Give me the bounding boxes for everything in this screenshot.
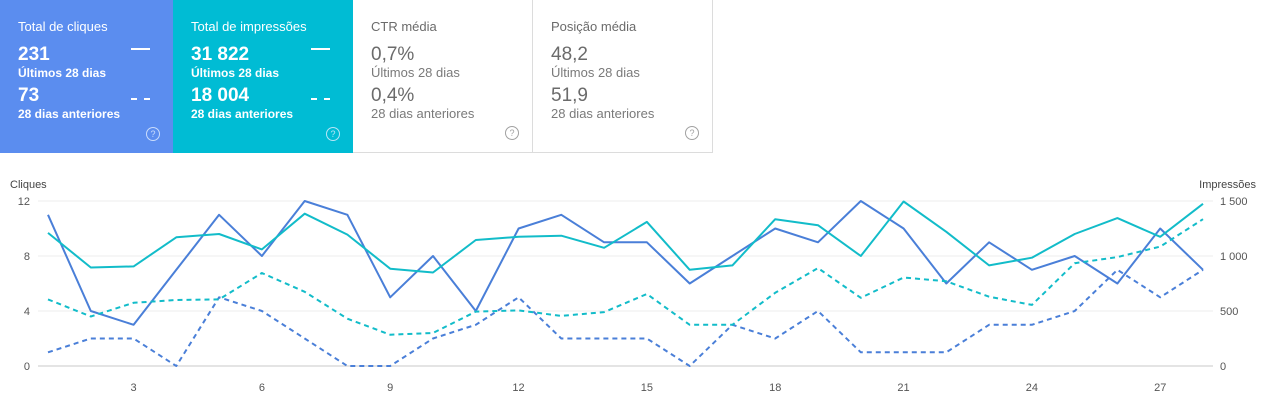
previous-period-label: 28 dias anteriores [191,107,294,121]
card-title: CTR média [371,19,437,34]
previous-value: 51,9 [551,85,588,106]
right-tick-label: 1 000 [1220,251,1248,263]
left-axis-ticks: 0 4 8 12 [18,196,30,373]
x-tick-label: 9 [387,382,393,394]
metric-cards: Total de cliques 231 Últimos 28 dias 73 … [0,0,713,153]
previous-value: 73 [18,85,40,106]
dashed-line-legend-icon [131,98,150,100]
previous-value: 0,4% [371,85,415,106]
left-tick-label: 4 [24,306,30,318]
previous-period-label: 28 dias anteriores [551,106,655,121]
x-tick-label: 21 [897,382,909,394]
right-axis-title: Impressões [1199,179,1256,191]
series-line-3 [47,218,1204,336]
series-lines [47,200,1204,367]
card-title: Total de impressões [191,19,307,34]
help-icon[interactable]: ? [326,127,340,141]
x-tick-label: 6 [259,382,265,394]
series-line-2 [47,200,1204,274]
left-tick-label: 12 [18,196,30,208]
left-tick-label: 8 [24,251,30,263]
x-tick-label: 18 [769,382,781,394]
current-value: 48,2 [551,44,588,65]
current-period-label: Últimos 28 dias [18,66,107,80]
card-total-clicks[interactable]: Total de cliques 231 Últimos 28 dias 73 … [0,0,173,153]
x-tick-label: 15 [641,382,653,394]
card-average-position[interactable]: Posição média 48,2 Últimos 28 dias 51,9 … [533,0,713,153]
series-line-0 [47,200,1204,326]
gridlines [38,200,1213,367]
x-tick-label: 27 [1154,382,1166,394]
series-line-1 [47,268,1204,367]
card-average-ctr[interactable]: CTR média 0,7% Últimos 28 dias 0,4% 28 d… [353,0,533,153]
card-total-impressions[interactable]: Total de impressões 31 822 Últimos 28 di… [173,0,353,153]
previous-value: 18 004 [191,85,250,106]
dashed-line-legend-icon [311,98,330,100]
x-axis-ticks: 3 6 9 12 15 18 21 24 27 [130,382,1166,394]
right-tick-label: 1 500 [1220,196,1248,208]
current-value: 0,7% [371,44,415,65]
card-title: Total de cliques [18,19,108,34]
right-axis-ticks: 0 500 1 000 1 500 [1220,196,1248,373]
help-icon[interactable]: ? [505,126,519,140]
current-period-label: Últimos 28 dias [191,66,280,80]
help-icon[interactable]: ? [685,126,699,140]
help-icon[interactable]: ? [146,127,160,141]
x-tick-label: 12 [512,382,524,394]
right-tick-label: 500 [1220,306,1238,318]
previous-period-label: 28 dias anteriores [18,107,121,121]
current-value: 31 822 [191,44,250,65]
left-axis-title: Cliques [10,179,47,191]
current-period-label: Últimos 28 dias [371,65,460,80]
card-title: Posição média [551,19,637,34]
right-tick-label: 0 [1220,361,1226,373]
solid-line-legend-icon [131,48,150,50]
left-tick-label: 0 [24,361,30,373]
x-tick-label: 3 [130,382,136,394]
current-period-label: Últimos 28 dias [551,65,640,80]
x-tick-label: 24 [1026,382,1038,394]
current-value: 231 [18,44,50,65]
solid-line-legend-icon [311,48,330,50]
previous-period-label: 28 dias anteriores [371,106,475,121]
